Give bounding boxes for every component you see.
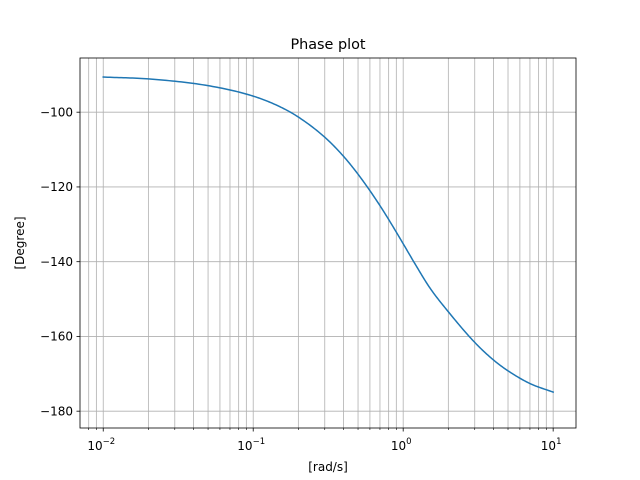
y-tick-label: −180 [40,404,73,418]
minor-grid [88,58,547,428]
y-tick-label: −160 [40,330,73,344]
x-axis-label: [rad/s] [308,460,348,474]
phase-series-line [102,76,555,394]
plot-frame [79,57,577,429]
chart-title: Phase plot [290,37,365,53]
y-tick-label: −140 [40,255,73,269]
x-tick-label: 10−2 [87,437,115,453]
tick-labels: 10−2 10−1 100 101 −100 −120 −140 −160 −180 [40,105,561,453]
axis-ticks [76,111,554,432]
series-layer [102,76,555,394]
x-tick-label: 10−1 [237,437,265,453]
y-tick-label: −100 [40,105,73,119]
major-grid [80,58,576,428]
x-tick-label: 100 [391,437,412,453]
x-tick-label: 101 [541,437,562,453]
y-tick-label: −120 [40,180,73,194]
y-axis-label: [Degree] [13,216,27,269]
